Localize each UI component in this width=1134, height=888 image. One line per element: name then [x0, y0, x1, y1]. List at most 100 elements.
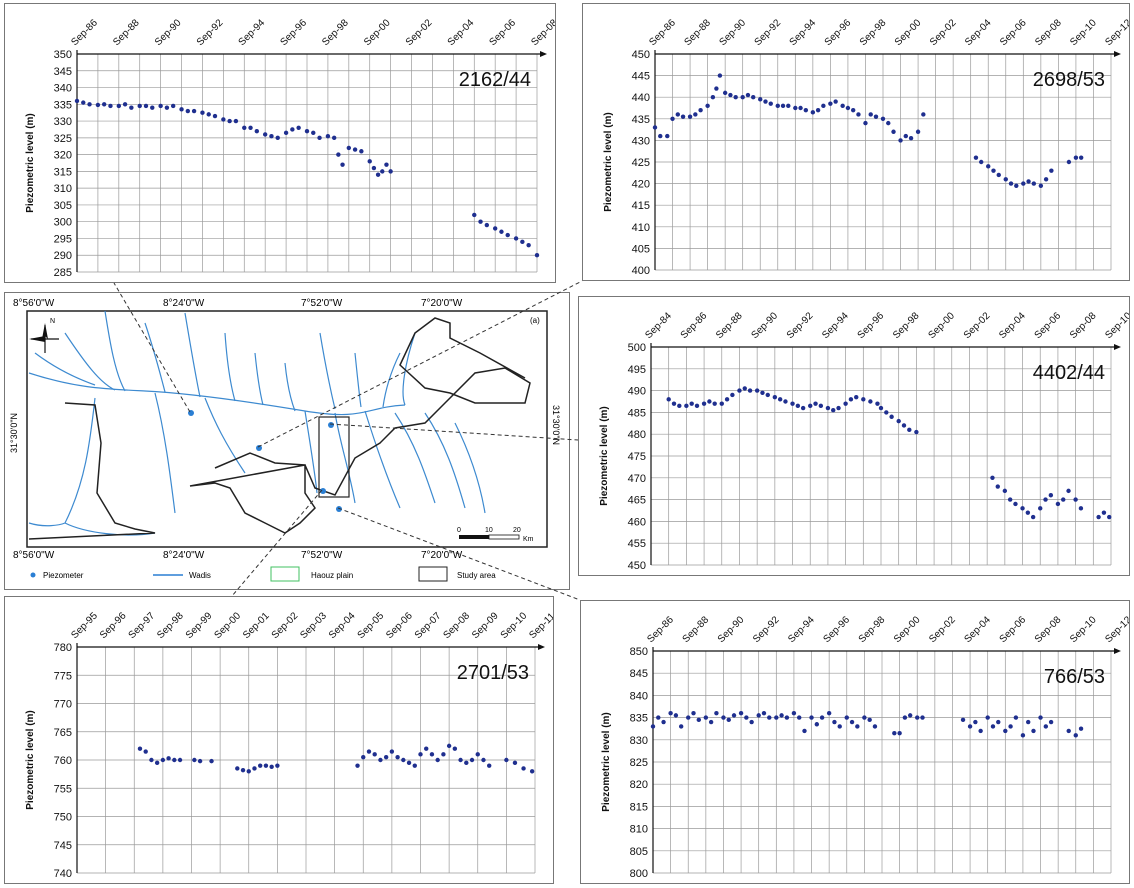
data-point [814, 722, 820, 727]
chart-svg-2701-53: 740745750755760765770775780Sep-95Sep-96S… [25, 610, 558, 880]
legend-haouz-label: Haouz plain [311, 571, 353, 580]
data-point [714, 86, 719, 91]
data-point [378, 757, 383, 763]
y-tick-label: 465 [628, 495, 646, 507]
data-point [724, 397, 730, 402]
data-point [856, 112, 861, 117]
data-point [384, 162, 389, 167]
data-point [1003, 177, 1008, 182]
data-point [87, 102, 92, 107]
data-point [986, 164, 991, 169]
data-point [836, 405, 841, 411]
data-point [355, 763, 360, 768]
data-point [819, 715, 825, 720]
data-point [886, 120, 891, 126]
data-point [221, 117, 226, 122]
data-point [192, 757, 197, 763]
data-point [712, 401, 717, 406]
data-point [765, 392, 770, 398]
data-point [361, 754, 366, 760]
y-tick-label: 750 [54, 812, 72, 824]
data-point [441, 752, 446, 757]
data-point [742, 386, 747, 391]
data-point [661, 719, 666, 725]
map-lon-label-top-1: 8°56'0"W [13, 298, 55, 309]
data-point [855, 724, 860, 729]
study-area-outline [28, 317, 531, 540]
data-point [317, 135, 322, 141]
data-point [710, 95, 716, 100]
data-point [209, 758, 214, 764]
data-point [1073, 733, 1078, 738]
y-tick-label: 455 [628, 538, 646, 550]
data-point [484, 222, 490, 228]
data-point [884, 410, 889, 415]
data-point [848, 397, 854, 402]
y-tick-label: 770 [54, 699, 72, 711]
data-point [1031, 728, 1036, 734]
data-point [698, 107, 703, 113]
data-point [464, 760, 469, 766]
data-point [656, 715, 661, 720]
data-point [684, 403, 689, 409]
data-point [499, 229, 504, 234]
legend-piezometer-label: Piezometer [43, 571, 84, 580]
data-point [74, 98, 80, 104]
data-point [731, 713, 737, 718]
y-tick-label: 460 [628, 516, 646, 528]
data-point [756, 713, 761, 718]
data-point [867, 717, 872, 723]
data-point [1038, 183, 1044, 188]
y-tick-label: 800 [630, 868, 648, 880]
data-point [843, 401, 848, 406]
data-point [833, 99, 838, 104]
data-point [671, 401, 677, 406]
data-point [406, 760, 412, 766]
data-point [424, 746, 429, 751]
y-tick-label: 345 [54, 66, 72, 78]
data-point [521, 766, 526, 771]
chart-panel-766-53: 800 805 810 815 820 825 830 835 840 845 850 Sep-86 S… [580, 600, 1134, 884]
data-point [831, 408, 836, 413]
data-point [689, 401, 694, 406]
data-point [81, 100, 86, 105]
data-point [235, 766, 240, 771]
data-point [665, 133, 670, 139]
wadis-network [28, 310, 486, 536]
y-tick-label: 825 [630, 757, 648, 769]
data-point [446, 743, 452, 749]
data-point [973, 719, 978, 725]
data-point [726, 717, 731, 723]
data-point [233, 118, 239, 124]
data-point [694, 403, 700, 409]
map-legend: Piezometer Wadis Haouz plain Study area [30, 566, 496, 582]
data-point [492, 226, 498, 231]
data-point [737, 388, 742, 393]
data-point [143, 103, 149, 109]
data-point [513, 236, 519, 241]
data-point [658, 133, 663, 139]
compass-icon: N [29, 318, 59, 353]
data-point [150, 105, 155, 110]
data-point [784, 715, 790, 720]
data-point [212, 113, 218, 119]
data-point [505, 232, 510, 238]
data-point [116, 103, 122, 109]
data-point [967, 724, 973, 729]
data-point [1008, 724, 1013, 729]
data-point [875, 401, 880, 406]
scale-label-20: 20 [513, 527, 521, 534]
data-point [469, 757, 475, 763]
y-tick-label: 450 [628, 560, 646, 572]
map-lon-label-top-2: 8°24'0"W [163, 298, 205, 309]
data-point [197, 758, 203, 764]
y-tick-label: 320 [54, 150, 72, 162]
data-point [897, 730, 902, 736]
data-point [673, 713, 679, 718]
x-axis-arrow-icon [538, 644, 545, 650]
y-tick-label: 745 [54, 840, 72, 852]
data-point [721, 715, 726, 720]
map-lat-label-left: 31°30'0"N [9, 413, 19, 453]
data-point [311, 130, 316, 136]
